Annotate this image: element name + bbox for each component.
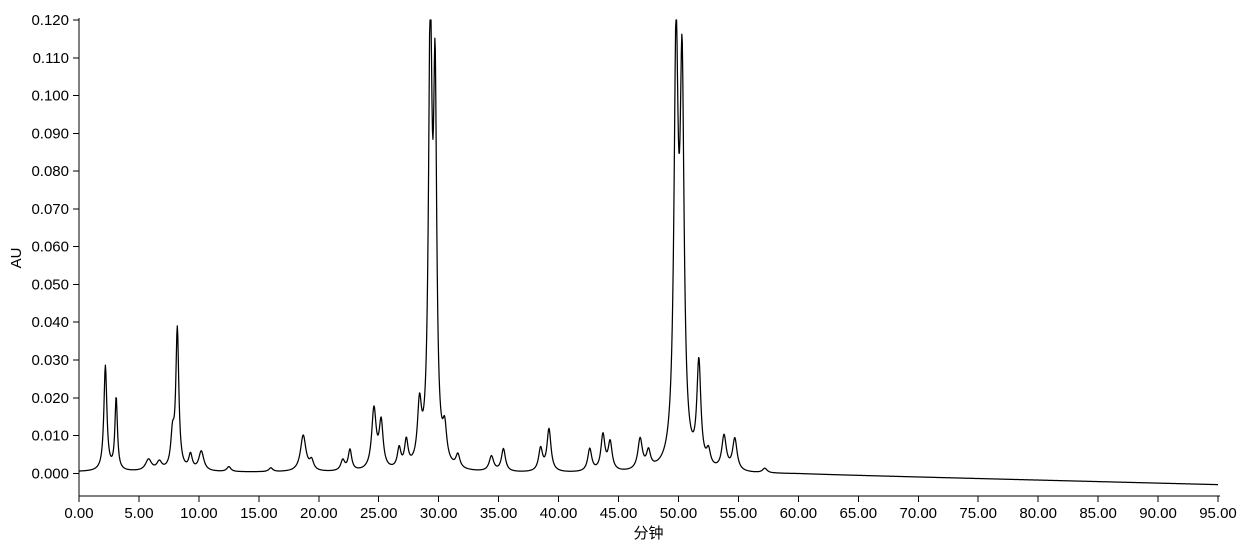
x-axis-label: 分钟 — [633, 525, 663, 542]
y-tick-label: 0.000 — [31, 465, 69, 482]
chromatogram-trace — [79, 20, 1218, 485]
y-tick-label: 0.020 — [31, 390, 69, 407]
x-tick-label: 20.00 — [300, 505, 338, 522]
x-tick-label: 80.00 — [1019, 505, 1057, 522]
y-axis-label: AU — [8, 248, 25, 269]
chart-svg: 0.000 0.010 0.020 0.030 0.040 0.050 0.060 0.070… — [0, 0, 1240, 552]
y-tick-label: 0.050 — [31, 276, 69, 293]
x-tick-label: 60.00 — [780, 505, 818, 522]
y-tick-label: 0.100 — [31, 88, 69, 105]
x-tick-label: 50.00 — [660, 505, 698, 522]
y-tick-label: 0.110 — [33, 50, 69, 67]
x-tick-label: 0.00 — [64, 505, 93, 522]
x-tick-label: 40.00 — [540, 505, 578, 522]
y-tick-label: 0.080 — [31, 163, 69, 180]
y-tick-label: 0.040 — [31, 314, 69, 331]
x-tick-label: 5.00 — [124, 505, 153, 522]
y-tick-label: 0.060 — [31, 239, 69, 256]
x-tick-label: 70.00 — [899, 505, 937, 522]
x-tick-label: 15.00 — [240, 505, 278, 522]
y-tick-label: 0.070 — [31, 201, 69, 218]
x-tick-label: 35.00 — [480, 505, 518, 522]
x-tick-label: 10.00 — [180, 505, 218, 522]
y-tick-label: 0.120 — [31, 12, 69, 29]
x-tick-label: 90.00 — [1139, 505, 1177, 522]
y-tick-label: 0.090 — [31, 125, 69, 142]
x-tick-label: 75.00 — [959, 505, 997, 522]
x-tick-label: 25.00 — [360, 505, 398, 522]
x-tick-label: 85.00 — [1079, 505, 1117, 522]
x-tick-label: 45.00 — [600, 505, 638, 522]
x-tick-label: 30.00 — [420, 505, 458, 522]
x-tick-label: 65.00 — [840, 505, 878, 522]
x-tick-label: 95.00 — [1199, 505, 1237, 522]
chromatogram-chart: 0.000 0.010 0.020 0.030 0.040 0.050 0.060 0.070… — [0, 0, 1240, 552]
y-tick-label: 0.030 — [31, 352, 69, 369]
y-tick-label: 0.010 — [31, 428, 69, 445]
x-tick-label: 55.00 — [720, 505, 758, 522]
